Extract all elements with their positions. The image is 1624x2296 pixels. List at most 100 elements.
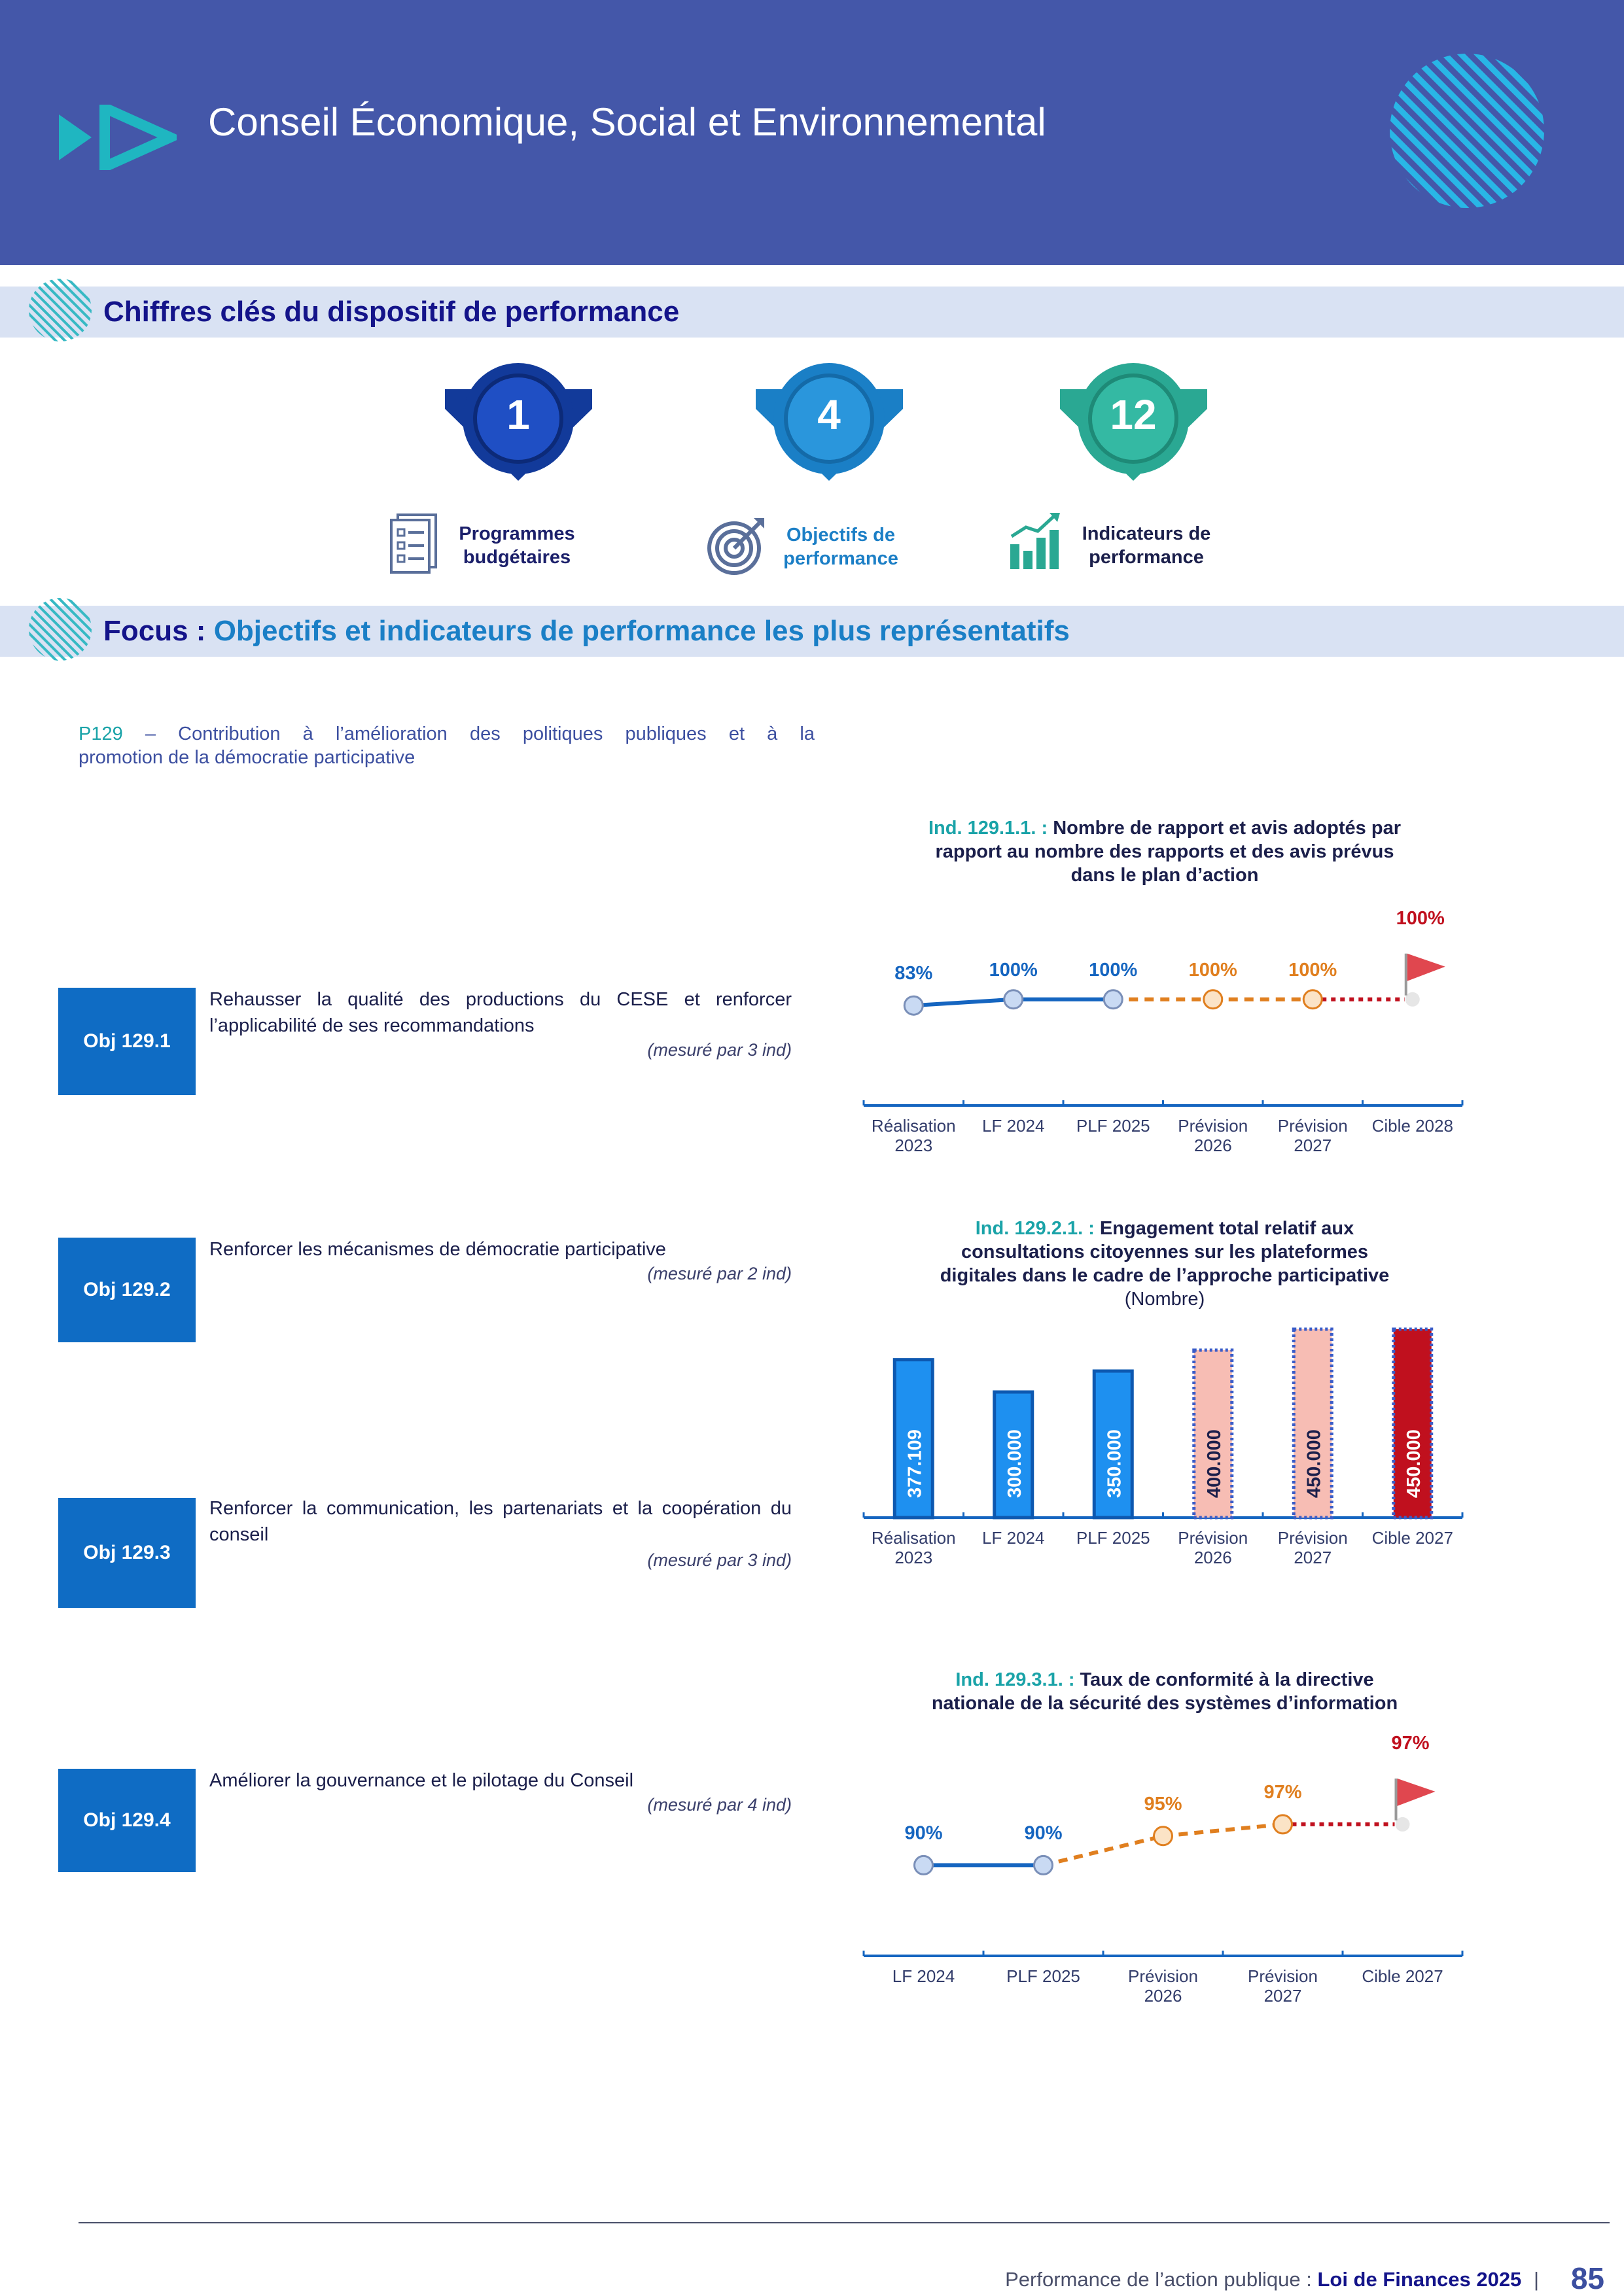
data-label: 97%	[1391, 1733, 1429, 1754]
footer-separator: |	[1533, 2268, 1539, 2291]
x-tick-label: Prévision	[1178, 1528, 1248, 1548]
kpi-label-programs: Programmes budgétaires	[445, 522, 589, 569]
bar	[993, 1390, 1034, 1520]
data-point	[1302, 989, 1323, 1010]
bar	[892, 1358, 934, 1520]
series-segment-forecast	[1163, 1822, 1283, 1838]
data-point	[903, 995, 924, 1016]
series-segment-actual	[913, 997, 1014, 1008]
data-label: 100%	[1189, 960, 1237, 981]
bar	[1192, 1348, 1234, 1520]
bar	[1292, 1327, 1333, 1520]
bar-value-label: 377.109	[904, 1429, 925, 1498]
x-tick-label: Réalisation	[872, 1116, 956, 1136]
kpi-badge-indicators: 12	[1060, 363, 1207, 513]
chart-indicator-129-3-1: LF 2024 PLF 2025 Prévision2026Prévision202…	[862, 1733, 1464, 2006]
kpi-label-indicators: Indicateurs de performance	[1068, 522, 1225, 569]
page-number: 85	[1570, 2261, 1604, 2295]
hatched-circle-icon	[29, 279, 92, 341]
program-title-line1: P129 P129 – Contribution à l’amélioratio…	[79, 722, 815, 746]
x-tick-label: Prévision	[1248, 1966, 1318, 1986]
footer-document-name: Loi de Finances 2025	[1317, 2268, 1522, 2291]
x-tick-label: 2027	[1294, 1136, 1332, 1155]
indicator-title-129-2-1: Ind. 129.2.1. : Engagement total relatif…	[851, 1217, 1479, 1311]
data-label: 97%	[1263, 1782, 1301, 1803]
x-tick-label: Cible 2027	[1372, 1528, 1453, 1548]
page-header: Conseil Économique, Social et Environnem…	[0, 0, 1624, 265]
bar-value-label: 450.000	[1403, 1429, 1424, 1498]
data-label: 100%	[989, 960, 1038, 981]
kpi-badge-objectives: 4	[756, 363, 903, 513]
x-tick-label: Cible 2027	[1362, 1966, 1443, 1986]
x-tick-label: 2023	[894, 1548, 932, 1567]
kpi-badge-programs: 1	[445, 363, 592, 513]
indicator-title-line: Nombre de rapport et avis adoptés par	[1053, 818, 1401, 839]
data-label: 100%	[1288, 960, 1337, 981]
x-tick-label: Réalisation	[872, 1528, 956, 1548]
data-label: 90%	[1024, 1822, 1062, 1843]
data-point	[1033, 1854, 1053, 1875]
bar-chart-icon	[1010, 513, 1060, 569]
indicator-unit: (Nombre)	[1124, 1289, 1205, 1310]
data-point	[913, 1854, 934, 1875]
x-tick-label: PLF 2025	[1076, 1116, 1150, 1136]
target-marker	[1405, 992, 1420, 1007]
footer-text: Performance de l’action publique : Loi d…	[1005, 2268, 1539, 2291]
x-tick-label: Prévision	[1278, 1116, 1348, 1136]
x-tick-label: Prévision	[1278, 1528, 1348, 1548]
program-code: P129	[79, 723, 123, 744]
target-flag-icon	[1407, 953, 1445, 981]
play-arrows-logo-icon	[59, 105, 177, 170]
data-label: 100%	[1089, 960, 1137, 981]
objective-measure-129-1: (mesuré par 3 ind)	[647, 1040, 792, 1060]
footer-divider	[79, 2222, 1610, 2223]
x-tick-label: LF 2024	[982, 1528, 1044, 1548]
target-icon	[707, 518, 764, 575]
objective-text-129-4: Améliorer la gouvernance et le pilotage …	[209, 1770, 634, 1791]
bar-value-label: 450.000	[1303, 1429, 1324, 1498]
objective-measure-129-4: (mesuré par 4 ind)	[647, 1795, 792, 1815]
data-point	[1003, 989, 1024, 1010]
objective-measure-129-2: (mesuré par 2 ind)	[647, 1264, 792, 1283]
x-tick-label: LF 2024	[892, 1966, 955, 1986]
x-tick-label: Prévision	[1128, 1966, 1198, 1986]
bar	[1392, 1327, 1434, 1520]
x-tick-label: PLF 2025	[1076, 1528, 1150, 1548]
kpi-label-line: Programmes	[459, 523, 575, 544]
x-tick-label: PLF 2025	[1006, 1966, 1080, 1986]
objective-text-129-1: Rehausser la qualité des productions du …	[209, 989, 792, 1036]
indicator-title-line: Taux de conformité à la directive	[1080, 1669, 1374, 1690]
x-tick-label: Prévision	[1178, 1116, 1248, 1136]
data-point	[1273, 1814, 1293, 1835]
objective-measure-129-3: (mesuré par 3 ind)	[647, 1550, 792, 1570]
data-label: 90%	[904, 1822, 942, 1843]
x-tick-label: 2026	[1194, 1136, 1232, 1155]
indicator-title-line: nationale de la sécurité des systèmes d’…	[931, 1693, 1398, 1714]
indicator-title-line: rapport au nombre des rapports et des av…	[935, 841, 1394, 862]
page-title: Conseil Économique, Social et Environnem…	[208, 100, 1046, 144]
kpi-value: 4	[817, 391, 841, 438]
indicator-id: Ind. 129.1.1. :	[928, 818, 1048, 839]
section-banner-key-figures: Chiffres clés du dispositif de performan…	[0, 279, 1624, 341]
bar-value-label: 400.000	[1204, 1429, 1225, 1498]
x-tick-label: 2027	[1264, 1986, 1302, 2006]
objective-label-129-4: Obj 129.4	[58, 1769, 196, 1872]
focus-title: Objectifs et indicateurs de performance …	[213, 615, 1070, 647]
objective-label-129-2: Obj 129.2	[58, 1238, 196, 1342]
indicator-title-129-1-1: Ind. 129.1.1. : Nombre de rapport et avi…	[851, 816, 1479, 887]
indicator-title-line: digitales dans le cadre de l’approche pa…	[940, 1265, 1390, 1286]
data-label: 83%	[894, 963, 932, 984]
kpi-label-line: Indicateurs de	[1082, 523, 1211, 544]
program-title: P129 P129 – Contribution à l’amélioratio…	[79, 722, 815, 769]
hatched-circle-decoration-icon	[1390, 54, 1544, 208]
kpi-label-objectives: Objectifs de performance	[766, 523, 916, 570]
kpi-label-line: performance	[783, 548, 898, 569]
indicator-id: Ind. 129.3.1. :	[955, 1669, 1075, 1690]
focus-prefix: Focus :	[103, 615, 206, 647]
indicator-title-line: Engagement total relatif aux	[1099, 1218, 1354, 1239]
objective-text-129-2: Renforcer les mécanismes de démocratie p…	[209, 1239, 666, 1260]
program-title-line2: promotion de la démocratie participative	[79, 747, 415, 768]
objective-text-129-3: Renforcer la communication, les partenar…	[209, 1498, 792, 1545]
objective-label-129-1: Obj 129.1	[58, 988, 196, 1095]
